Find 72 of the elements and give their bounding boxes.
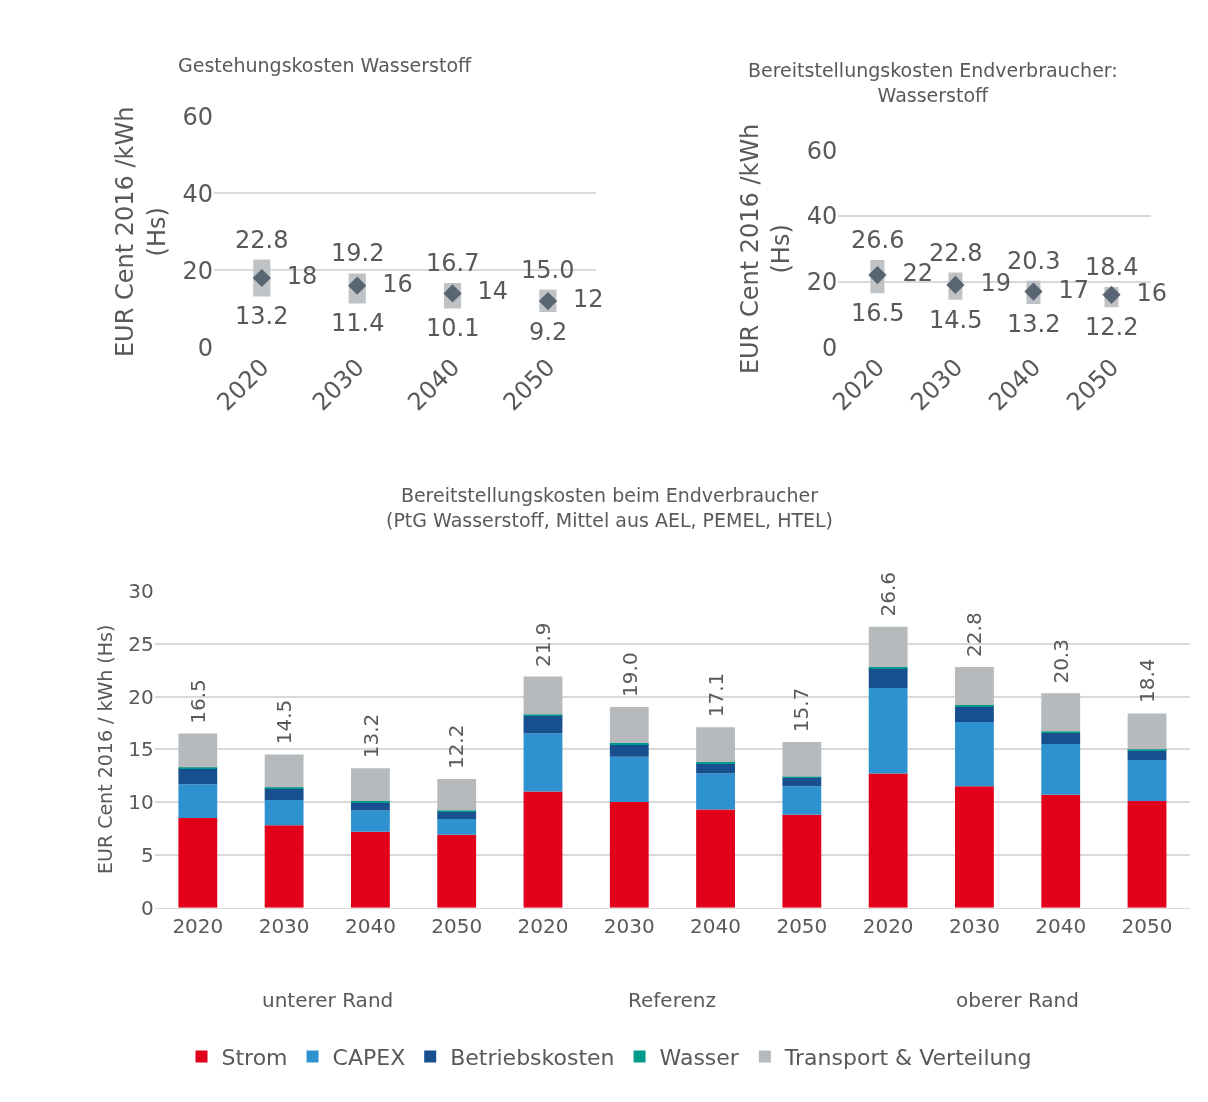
legend-label: CAPEX	[332, 1045, 406, 1071]
data-label: 18	[271, 262, 318, 291]
y-tick-label: 60	[806, 136, 838, 165]
total-label: 13.2	[358, 713, 383, 759]
y-tick-label: 25	[128, 631, 154, 656]
chart-title: Bereitstellungskosten Endverbraucher: Wasserstoff	[748, 59, 1118, 106]
y-axis-title: EUR Cent 2016 /kWh (Hs)	[735, 123, 795, 375]
y-tick-label: 60	[182, 102, 214, 131]
y-tick-label: 10	[128, 790, 154, 815]
legend-label: Betriebskosten	[450, 1045, 615, 1071]
legend-label: Transport & Verteilung	[783, 1045, 1032, 1071]
y-tick-label: 0	[822, 333, 838, 362]
annotation: 13.2	[235, 302, 289, 330]
annotation: 22.8	[235, 226, 289, 254]
annotation: 16.7	[426, 249, 480, 277]
chart-title: Gestehungskosten Wasserstoff	[178, 54, 473, 76]
x-tick-label: 2030	[948, 913, 1000, 938]
total-label: 16.5	[185, 679, 210, 724]
data-label: 14	[462, 277, 509, 306]
total-label: 12.2	[444, 724, 469, 770]
x-tick-label: 2020	[517, 913, 569, 938]
annotation: 26.6	[851, 226, 905, 254]
x-tick-label: 2040	[344, 913, 396, 938]
annotation: 15.0	[521, 256, 575, 284]
y-tick-label: 40	[806, 202, 838, 231]
text: oberer Rand	[956, 988, 1079, 1012]
total-label: 19.0	[617, 652, 642, 697]
y-tick-label: 40	[182, 179, 214, 208]
total-label: 17.1	[703, 672, 728, 718]
total-label: 26.6	[875, 571, 900, 617]
total-label: 18.4	[1135, 658, 1160, 703]
x-tick-label: 2050	[431, 913, 483, 938]
x-tick-label: 2030	[603, 913, 655, 938]
total-label: 14.5	[272, 699, 297, 745]
total-label: 15.7	[789, 687, 814, 733]
legend-label: Wasser	[659, 1045, 740, 1071]
annotation: 9.2	[529, 318, 568, 346]
x-tick-label: 2050	[1121, 913, 1173, 938]
y-tick-label: 0	[140, 895, 154, 920]
y-tick-label: 20	[182, 256, 214, 285]
data-label: 16	[366, 269, 413, 298]
x-tick-label: 2050	[776, 913, 828, 938]
y-tick-label: 20	[128, 684, 154, 709]
text: unterer Rand	[262, 988, 394, 1012]
annotation: 14.5	[929, 306, 983, 334]
y-tick-label: 5	[140, 842, 154, 867]
data-label: 12	[557, 285, 604, 314]
data-label: 16	[1121, 278, 1168, 307]
annotation: 10.1	[426, 314, 480, 342]
annotation: 16.5	[851, 299, 905, 327]
x-tick-label: 2020	[172, 913, 224, 938]
legend-label: Strom	[221, 1045, 288, 1071]
y-tick-label: 0	[197, 333, 214, 362]
annotation: 19.2	[331, 239, 385, 267]
x-tick-label: 2040	[690, 913, 742, 938]
total-label: 21.9	[531, 622, 556, 667]
annotation: 22.8	[929, 239, 983, 267]
y-tick-label: 30	[128, 578, 154, 603]
y-tick-label: 15	[128, 737, 154, 762]
total-label: 20.3	[1048, 639, 1073, 684]
annotation: 11.4	[331, 309, 385, 337]
total-label: 22.8	[961, 612, 986, 657]
y-axis-title: EUR Cent 2016 /kWh (Hs)	[111, 106, 171, 358]
y-axis-title: EUR Cent 2016 / kWh (Hs)	[94, 624, 117, 875]
annotation: 12.2	[1085, 313, 1139, 341]
text: Referenz	[628, 988, 716, 1012]
chart-title: Bereitstellungskosten beim Endverbraucher (PtG Wasserstoff, Mittel aus AEL, PEMEL, HTEL)	[386, 484, 834, 531]
x-tick-label: 2030	[258, 913, 310, 938]
x-tick-label: 2040	[1035, 913, 1087, 938]
x-tick-label: 2020	[862, 913, 914, 938]
y-tick-label: 20	[806, 268, 838, 297]
annotation: 13.2	[1007, 310, 1061, 338]
